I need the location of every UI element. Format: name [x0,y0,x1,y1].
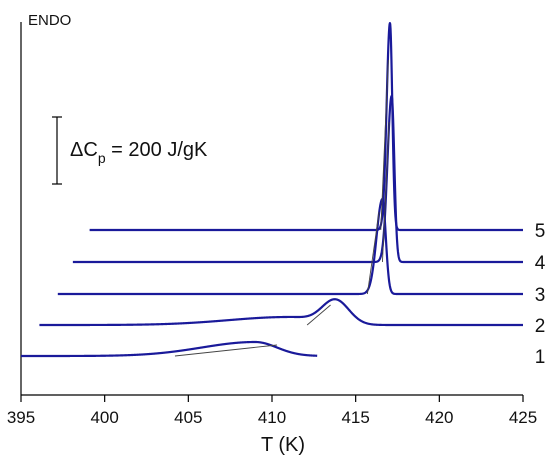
scale-bar-label: ΔCp = 200 J/gK [70,139,208,166]
x-tick-label-425: 425 [509,408,537,427]
x-tick-label-415: 415 [341,408,369,427]
curve-labels: 1 2 3 4 5 [535,221,546,368]
curve-4 [72,95,524,264]
curve-3 [57,197,524,296]
tangent-4 [381,121,390,263]
curves [20,21,524,358]
curve-label-4: 4 [535,253,546,274]
scale-bar-symbol: ΔC [70,139,98,161]
x-tick-label-420: 420 [425,408,453,427]
scale-bar-subscript: p [98,150,106,166]
scale-bar: ΔCp = 200 J/gK [52,116,208,185]
tangent-1 [174,344,278,357]
curve-2 [38,298,524,327]
x-tick-label-410: 410 [258,408,286,427]
x-tick-label-405: 405 [174,408,202,427]
y-axis-label: ENDO [28,12,71,29]
tangent-3 [366,211,380,295]
curve-1 [20,340,319,358]
tangent-lines [174,59,390,357]
x-tick-label-395: 395 [7,408,35,427]
x-tick-label-400: 400 [90,408,118,427]
curve-label-3: 3 [535,285,546,306]
tangent-2 [306,304,331,326]
x-axis-label: T (K) [261,434,305,456]
curve-label-1: 1 [535,347,546,368]
curve-5 [88,21,524,232]
scale-bar-value: = 200 J/gK [106,139,208,161]
curve-label-5: 5 [535,221,546,242]
x-ticks: 395 400 405 410 415 420 425 [7,395,537,427]
curve-label-2: 2 [535,316,546,337]
tangent-5 [380,59,389,231]
